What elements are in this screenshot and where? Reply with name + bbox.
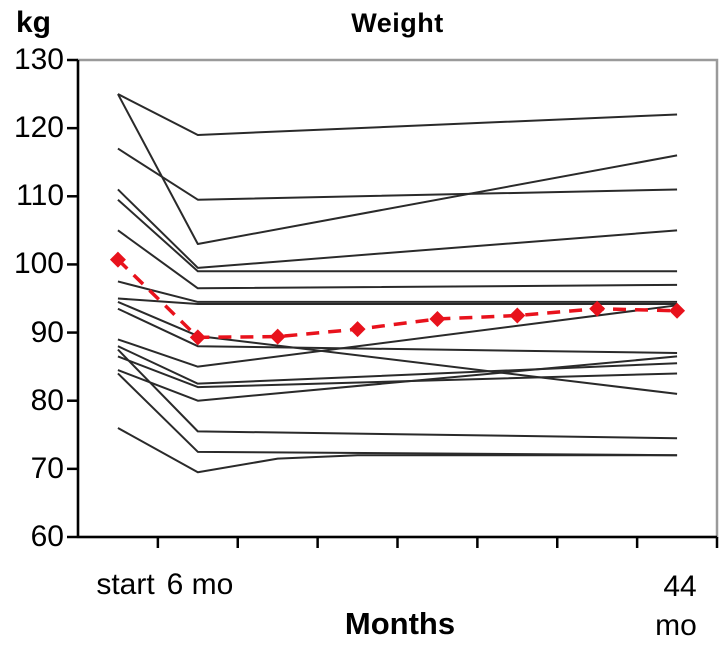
- individual-weight-line: [117, 348, 678, 440]
- chart-title: Weight: [351, 8, 444, 38]
- individual-weight-line: [117, 198, 678, 273]
- y-tick-label: 110: [16, 179, 64, 213]
- individual-weight-line: [117, 147, 678, 201]
- individual-weight-line: [117, 297, 678, 305]
- mean-weight-marker: [109, 251, 126, 268]
- x-tick-label-start: start: [96, 568, 155, 601]
- mean-weight-marker: [509, 307, 526, 324]
- mean-weight-line: [116, 258, 678, 340]
- x-tick-label-44: 44: [663, 570, 697, 603]
- y-tick-label: 100: [13, 247, 64, 281]
- individual-weight-line: [117, 355, 678, 402]
- y-tick-label: 70: [30, 451, 64, 485]
- y-tick-label: 130: [13, 43, 64, 76]
- individual-weight-line: [117, 280, 678, 303]
- individual-weight-line: [117, 188, 678, 269]
- individual-weight-line: [117, 307, 678, 355]
- x-axis-title: Months: [344, 606, 456, 641]
- individual-weight-line: [117, 229, 678, 290]
- mean-weight-marker: [349, 321, 366, 338]
- mean-weight-marker: [589, 300, 606, 317]
- individual-weight-line: [117, 355, 678, 389]
- y-tick-label: 60: [30, 520, 64, 553]
- x-tick-label-44-mo: mo: [655, 609, 697, 642]
- individual-weight-line: [117, 93, 678, 245]
- y-tick-label: 120: [13, 111, 64, 145]
- individual-weight-line: [117, 304, 678, 368]
- y-tick-label: 90: [30, 315, 64, 349]
- mean-weight-marker: [429, 310, 446, 327]
- mean-weight-marker: [269, 328, 286, 345]
- individual-weight-line: [117, 372, 678, 457]
- plot-frame: [76, 58, 719, 539]
- individual-weight-line: [117, 93, 678, 136]
- mean-weight-marker: [669, 302, 686, 319]
- mean-weight-marker: [189, 329, 206, 346]
- individual-weight-line: [117, 427, 678, 474]
- individual-weight-line: [117, 345, 678, 385]
- y-tick-label: 80: [30, 383, 64, 417]
- y-axis-unit-label: kg: [16, 6, 52, 39]
- x-tick-label-6mo: 6 mo: [166, 568, 234, 601]
